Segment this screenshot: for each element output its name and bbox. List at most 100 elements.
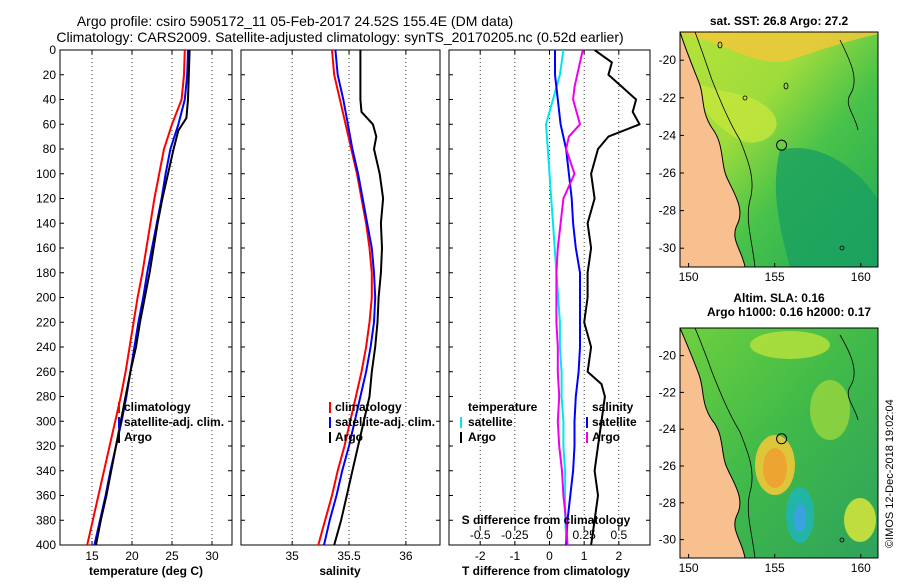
x-tick-label: 25 (165, 549, 179, 563)
salinity-x-label: salinity (319, 564, 361, 578)
sla-reef-contour (839, 334, 859, 421)
y-tick-label: 120 (36, 192, 56, 206)
y-tick-label: 260 (36, 365, 56, 379)
map-y-tick-label: -24 (659, 422, 677, 436)
map-y-tick-label: -22 (659, 91, 677, 105)
y-tick-label: 180 (36, 266, 56, 280)
sst-land (680, 32, 745, 267)
s-axis-tick-label: 0.5 (610, 528, 627, 542)
sst-warm-patch (680, 32, 878, 63)
y-tick-label: 240 (36, 340, 56, 354)
x-tick-label: 1 (581, 549, 588, 563)
sst-patch (690, 80, 777, 143)
sst-island (742, 95, 748, 101)
map-x-tick-label: 150 (679, 270, 699, 284)
sst-map (679, 31, 879, 268)
y-tick-label: 300 (36, 414, 56, 428)
sst-reef-contour (839, 39, 859, 131)
temperature-panel: 15 20 25 3002040608010012014016018020022024… (36, 43, 233, 563)
y-tick-label: 320 (36, 439, 56, 453)
map-y-tick-label: -26 (659, 459, 677, 473)
sst-cool-patch (775, 148, 878, 267)
legend-argo-label: Argo (124, 430, 152, 444)
map-y-tick-label: -20 (659, 53, 677, 67)
salinity-legend: climatology satellite-adj. clim. Argo (329, 400, 435, 444)
series-line-s-argo (555, 50, 584, 545)
sla-map-title-line2: Argo h1000: 0.16 h2000: 0.17 (707, 305, 871, 319)
map-y-tick-label: -22 (659, 385, 677, 399)
sla-patch (810, 380, 850, 440)
sst-map-frame (679, 31, 879, 268)
sst-map-title: sat. SST: 26.8 Argo: 27.2 (710, 14, 849, 28)
sst-island (839, 245, 845, 251)
temperature-legend: climatology satellite-adj. clim. Argo (118, 400, 224, 444)
x-tick-label: 36 (399, 549, 413, 563)
sla-coastline (680, 328, 746, 558)
difference-salinity-legend: salinity satellite Argo (586, 400, 637, 444)
y-tick-label: 360 (36, 489, 56, 503)
sla-argo-position-marker (776, 433, 788, 445)
y-tick-label: 20 (43, 68, 57, 82)
map-x-tick-label: 155 (765, 561, 785, 575)
y-tick-label: 40 (43, 93, 57, 107)
map-y-tick-label: -28 (659, 204, 677, 218)
y-tick-label: 400 (36, 538, 56, 552)
s-axis-tick-label: 0 (546, 528, 553, 542)
x-tick-label: 35.5 (337, 549, 361, 563)
series-group (317, 50, 385, 545)
difference-temperature-legend: temperature satellite Argo (460, 400, 538, 444)
y-tick-label: 160 (36, 241, 56, 255)
series-line-t-satellite (545, 50, 568, 545)
legend-s-argo-label: Argo (592, 430, 620, 444)
sst-coastline (680, 32, 746, 267)
x-tick-label: 35 (285, 549, 299, 563)
series-group (86, 50, 191, 545)
sst-argo-position-marker (776, 139, 788, 151)
sla-land (680, 328, 745, 558)
map-x-tick-label: 160 (851, 561, 871, 575)
legend-t-argo-label: Argo (468, 430, 496, 444)
map-y-tick-label: -28 (659, 496, 677, 510)
sla-map-frame (679, 327, 879, 559)
y-tick-label: 80 (43, 142, 57, 156)
plot-frame (59, 49, 233, 546)
sst-isobath (694, 32, 756, 267)
x-tick-label: -1 (510, 549, 521, 563)
x-tick-label: -2 (475, 549, 486, 563)
legend-temperature-title: temperature (468, 400, 538, 414)
sla-patch (750, 331, 830, 359)
sla-warm-core (763, 448, 787, 488)
salinity-panel: 35 35.5 36 (240, 49, 441, 563)
sst-island (717, 41, 723, 49)
series-line-argo (95, 50, 191, 545)
y-tick-label: 280 (36, 390, 56, 404)
s-axis-tick-label: 0.25 (572, 528, 596, 542)
s-axis-tick-label: -0.5 (470, 528, 491, 542)
map-y-tick-label: -24 (659, 128, 677, 142)
sla-map (679, 327, 879, 559)
legend-t-satellite-label: satellite (468, 415, 513, 429)
sla-cool-core (794, 504, 806, 532)
x-tick-label: 30 (205, 549, 219, 563)
temperature-x-label: temperature (deg C) (89, 564, 203, 578)
legend-satellite-label: satellite-adj. clim. (124, 415, 224, 429)
legend-satellite-label: satellite-adj. clim. (335, 415, 435, 429)
legend-salinity-title: salinity (592, 400, 634, 414)
series-group (545, 50, 641, 545)
map-y-tick-label: -26 (659, 166, 677, 180)
y-tick-label: 220 (36, 315, 56, 329)
map-y-tick-label: -30 (659, 241, 677, 255)
difference-top-axis-label: S difference from climatology (462, 513, 631, 527)
sst-map-axes: 150 155 160 -20 -22 -24 -26 -28 -30 (659, 53, 871, 284)
plot-frame (240, 49, 441, 546)
figure-title-line2: Climatology: CARS2009. Satellite-adjuste… (56, 29, 623, 45)
sla-map-title-line1: Altim. SLA: 0.16 (733, 291, 825, 305)
difference-x-label: T difference from climatology (462, 564, 630, 578)
imos-credit: ©IMOS 12-Dec-2018 19:02:04 (884, 399, 896, 548)
series-line-climatology (317, 50, 373, 545)
sla-map-axes: 150 155 160 -20 -22 -24 -26 -28 -30 (659, 349, 871, 575)
series-line-argo (333, 50, 385, 545)
y-tick-label: 200 (36, 291, 56, 305)
sla-isobath (694, 328, 756, 558)
